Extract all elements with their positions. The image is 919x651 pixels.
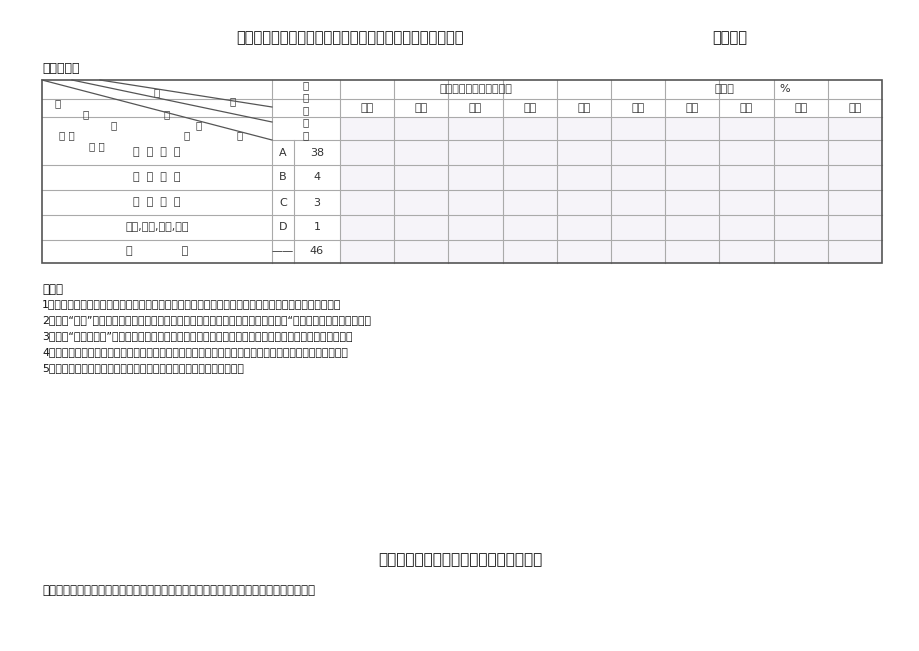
Text: ——: —— xyxy=(272,247,294,256)
Text: C: C xyxy=(278,197,287,208)
Text: 开出率: 开出率 xyxy=(714,85,733,94)
Text: 收集整理: 收集整理 xyxy=(711,31,746,46)
Text: 三班: 三班 xyxy=(469,103,482,113)
Text: 3: 3 xyxy=(313,197,320,208)
Text: 分  组  实  验: 分 组 实 验 xyxy=(133,148,180,158)
Text: 2、表中“要求”栏是根据科学课程标准、科学教材及教学实际确定。要求按教学进度“开全、开齐、开足、开好二: 2、表中“要求”栏是根据科学课程标准、科学教材及教学实际确定。要求按教学进度“开… xyxy=(42,315,370,325)
Text: 4、教师可根据教学需要，自行设计演示或分组实验，补充的实践活动应后续填写在登记表的空白表格中。: 4、教师可根据教学需要，自行设计演示或分组实验，补充的实践活动应后续填写在登记表… xyxy=(42,347,347,357)
Bar xyxy=(42,80,881,263)
Text: 应
开
实
验
数: 应 开 实 验 数 xyxy=(302,80,309,140)
Text: 种植,饲养,采集,制作: 种植,饲养,采集,制作 xyxy=(125,223,188,232)
Text: 小计: 小计 xyxy=(576,103,590,113)
Text: 况: 况 xyxy=(184,130,190,140)
Text: 一班: 一班 xyxy=(630,103,644,113)
Text: 小学科学三年级上册实践活动开出登记表: 小学科学三年级上册实践活动开出登记表 xyxy=(378,553,541,568)
Text: 四班: 四班 xyxy=(523,103,536,113)
Text: 3、表中“实际开出数”栏应根据实际情况填写。其中种植、饲养根据条件可以学校、班级、科技小组进行。: 3、表中“实际开出数”栏应根据实际情况填写。其中种植、饲养根据条件可以学校、班级… xyxy=(42,331,352,341)
Text: A: A xyxy=(278,148,287,158)
Text: 46: 46 xyxy=(310,247,323,256)
Text: 开: 开 xyxy=(55,98,62,108)
Text: 实际开出实验数、分组数: 实际开出实验数、分组数 xyxy=(438,85,511,94)
Text: D: D xyxy=(278,223,287,232)
Text: 5、本表一式两份，盖上学校公章后，一份留底，一份于学期末上交。: 5、本表一式两份，盖上学校公章后，一份留底，一份于学期末上交。 xyxy=(42,363,244,373)
Text: 数: 数 xyxy=(236,130,243,140)
Text: 要 求: 要 求 xyxy=(89,141,105,151)
Text: 任课教师：: 任课教师： xyxy=(42,61,79,74)
Text: 四班: 四班 xyxy=(793,103,807,113)
Text: 学: 学 xyxy=(163,109,169,119)
Text: 平均: 平均 xyxy=(847,103,860,113)
Text: 小              计: 小 计 xyxy=(126,247,187,256)
Text: 出: 出 xyxy=(83,109,89,119)
Text: 1、此表作为小学科学教师备课以及统计汇总用。超过四个班的年级请按此规律自行设计表格统计汇总。: 1、此表作为小学科学教师备课以及统计汇总用。超过四个班的年级请按此规律自行设计表… xyxy=(42,299,341,309)
Text: 38: 38 xyxy=(310,148,323,158)
Text: 小学【盖章】科学实验活动开出登记统计表【三年级上册】: 小学【盖章】科学实验活动开出登记统计表【三年级上册】 xyxy=(236,31,463,46)
Text: （本原始表格每个教师一份，要及时登记填写，于期末统一交教导处存档）学年执教教师: （本原始表格每个教师一份，要及时登记填写，于期末统一交教导处存档）学年执教教师 xyxy=(42,583,314,596)
Text: 目: 目 xyxy=(230,96,236,106)
Text: 三班: 三班 xyxy=(739,103,753,113)
Text: 生: 生 xyxy=(195,120,201,130)
Text: B: B xyxy=(278,173,287,182)
Text: 情: 情 xyxy=(110,120,117,130)
Text: 项: 项 xyxy=(153,87,160,97)
Text: 1: 1 xyxy=(313,223,320,232)
Bar xyxy=(340,117,881,263)
Text: 演  示  实  验: 演 示 实 验 xyxy=(133,173,180,182)
Text: 二班: 二班 xyxy=(414,103,427,113)
Text: %: % xyxy=(778,85,789,94)
Text: 参  观  考  察: 参 观 考 察 xyxy=(133,197,180,208)
Text: 4: 4 xyxy=(313,173,320,182)
Text: 实 验: 实 验 xyxy=(60,130,75,140)
Text: 说明：: 说明： xyxy=(42,283,62,296)
Text: 一班: 一班 xyxy=(360,103,373,113)
Text: 二班: 二班 xyxy=(685,103,698,113)
